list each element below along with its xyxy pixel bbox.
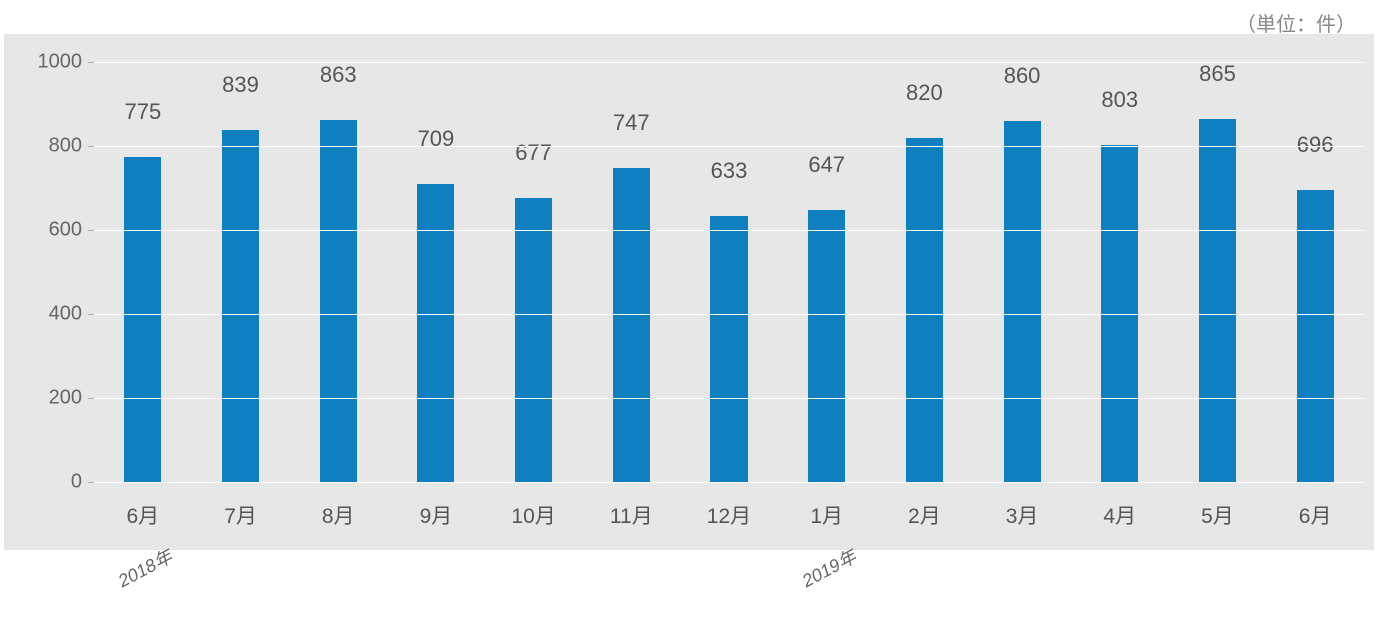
unit-label: （単位：件） [1236, 8, 1356, 37]
bar [1004, 121, 1041, 482]
bar [222, 130, 259, 482]
bar-value-label: 747 [582, 110, 680, 136]
bar-slot: 803 [1071, 62, 1169, 482]
bar-slot: 865 [1169, 62, 1267, 482]
bar [808, 210, 845, 482]
bar-slot: 633 [680, 62, 778, 482]
bar [124, 157, 161, 483]
bar-value-label: 775 [94, 99, 192, 125]
x-axis-labels: 6月7月8月9月10月11月12月1月2月3月4月5月6月 [94, 494, 1364, 534]
bar [320, 120, 357, 482]
bars-layer: 775839863 709677 747633647 820860803865 696 [94, 62, 1364, 482]
bar-value-label: 677 [485, 140, 583, 166]
bar-slot: 860 [973, 62, 1071, 482]
year-labels: 2018年2019年 [94, 570, 1364, 610]
bar-value-label: 803 [1071, 87, 1169, 113]
bar-value-label: 839 [192, 72, 290, 98]
bar [515, 198, 552, 482]
y-tick-label: 200 [49, 387, 82, 410]
bar-slot: 709 [387, 62, 485, 482]
x-tick-label: 5月 [1169, 500, 1267, 530]
bar-value-label: 865 [1169, 61, 1267, 87]
bar-slot: 775 [94, 62, 192, 482]
gridline [94, 230, 1364, 231]
chart-container: （単位：件） 0 200 400 600 800 1000 775839863 709677… [0, 0, 1378, 619]
x-tick-label: 7月 [192, 500, 290, 530]
bar-slot: 696 [1266, 62, 1364, 482]
bar [1297, 190, 1334, 482]
x-tick-label: 10月 [485, 500, 583, 530]
year-marker: 2018年 [113, 543, 176, 593]
bar-slot: 647 [778, 62, 876, 482]
chart-area: 775839863 709677 747633647 820860803865 696 [94, 62, 1364, 482]
bar-value-label: 820 [876, 80, 974, 106]
bar-slot: 839 [192, 62, 290, 482]
bar-value-label: 860 [973, 63, 1071, 89]
x-tick-label: 1月 [778, 500, 876, 530]
x-tick-label: 6月 [1266, 500, 1364, 530]
gridline [94, 62, 1364, 63]
bar-slot: 863 [289, 62, 387, 482]
bar-value-label: 633 [680, 158, 778, 184]
gridline [94, 482, 1364, 483]
x-tick-label: 9月 [387, 500, 485, 530]
bar-value-label: 647 [778, 152, 876, 178]
x-tick-label: 3月 [973, 500, 1071, 530]
bar-value-label: 696 [1266, 132, 1364, 158]
bar [906, 138, 943, 482]
gridline [94, 398, 1364, 399]
bar [417, 184, 454, 482]
bar [1199, 119, 1236, 482]
x-tick-label: 6月 [94, 500, 192, 530]
bar-value-label: 709 [387, 126, 485, 152]
bar [710, 216, 747, 482]
bar-value-label: 863 [289, 62, 387, 88]
y-tick-label: 600 [49, 219, 82, 242]
bar-slot: 677 [485, 62, 583, 482]
bar-slot: 747 [582, 62, 680, 482]
plot-area: 02004006008001000 7758398637096777476336… [4, 34, 1374, 550]
gridline [94, 314, 1364, 315]
x-tick-label: 8月 [289, 500, 387, 530]
x-tick-label: 12月 [680, 500, 778, 530]
y-tick-label: 400 [49, 303, 82, 326]
gridline [94, 146, 1364, 147]
bar [613, 168, 650, 482]
y-tick-label: 0 [71, 471, 82, 494]
x-tick-label: 11月 [582, 500, 680, 530]
y-axis-labels: 0 200 400 600 800 1000 [4, 34, 94, 550]
x-tick-label: 2月 [876, 500, 974, 530]
bar-slot: 820 [876, 62, 974, 482]
year-marker: 2019年 [797, 543, 860, 593]
y-tick-label: 800 [49, 135, 82, 158]
x-tick-label: 4月 [1071, 500, 1169, 530]
y-tick-label: 1000 [38, 51, 83, 74]
